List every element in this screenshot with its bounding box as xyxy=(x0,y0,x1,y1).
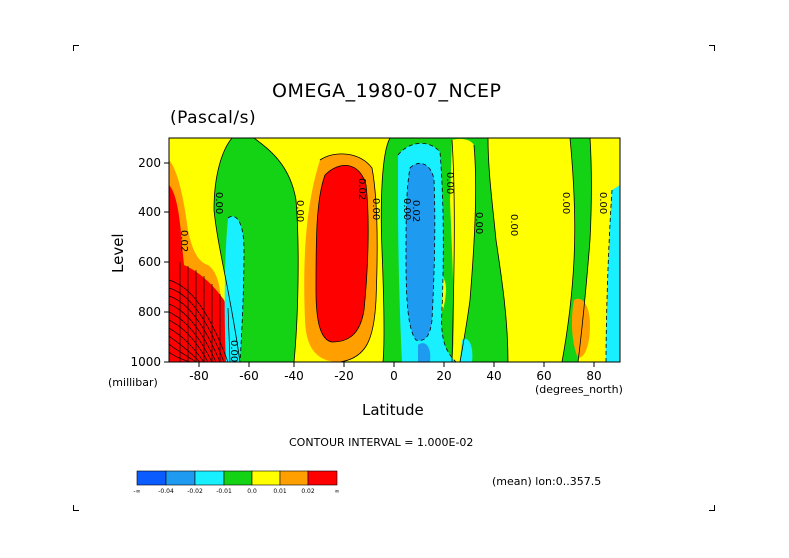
corner-mark-top-left xyxy=(73,45,79,51)
x-units-label: (degrees_north) xyxy=(535,383,623,396)
y-tick-label: 1000 xyxy=(130,355,161,369)
corner-mark-bottom-left xyxy=(73,505,79,511)
colorbar-label: -0.04 xyxy=(158,488,174,495)
mean-lon-label: (mean) lon:0..357.5 xyxy=(492,475,602,488)
contour-label: 0.02 xyxy=(410,200,421,222)
x-axis-label: Latitude xyxy=(362,401,424,419)
contour-label: 0.00 xyxy=(597,192,608,214)
contour-label: 0.02 xyxy=(178,230,189,252)
colorbar-swatch xyxy=(194,470,225,486)
colorbar-label: ∞ xyxy=(335,488,340,495)
region-cyan-polar xyxy=(606,185,620,362)
x-tick-label: 20 xyxy=(436,369,451,383)
region-red-south xyxy=(169,185,236,362)
contour-label: 0.00 xyxy=(370,198,381,220)
x-tick-label: -20 xyxy=(334,369,354,383)
x-tick-label: 80 xyxy=(586,369,601,383)
x-tick-label: 60 xyxy=(536,369,551,383)
contour-label: 0.00 xyxy=(560,192,571,214)
contour-label: 0.00 xyxy=(444,172,455,194)
colorbar-label: 0.01 xyxy=(273,488,287,495)
colorbar-label: -0.02 xyxy=(187,488,203,495)
y-tick-label: 600 xyxy=(138,255,161,269)
region-yellow-mid-north xyxy=(450,138,476,362)
colorbar-swatch xyxy=(279,470,309,486)
region-lightblue-equator xyxy=(406,163,435,341)
contour-label: 0.00 xyxy=(473,212,484,234)
x-tick-label: 0 xyxy=(390,369,398,383)
contour-label: 0.00 xyxy=(228,340,239,362)
region-lightblue-small xyxy=(418,343,431,362)
chart-title: OMEGA_1980-07_NCEP xyxy=(272,80,502,102)
region-red-subtropic xyxy=(316,165,369,342)
contour-label: 0.02 xyxy=(356,178,367,200)
corner-mark-bottom-right xyxy=(709,505,715,511)
dense-polar-contours xyxy=(169,262,231,362)
y-tick-label: 200 xyxy=(138,156,161,170)
colorbar-label: 0.0 xyxy=(247,488,257,495)
colorbar-swatch xyxy=(136,470,167,486)
region-yellow-north xyxy=(488,138,575,362)
x-tick-labels: -80 -60 -40 -20 0 20 40 60 80 xyxy=(189,369,601,383)
colorbar-label: -∞ xyxy=(133,488,140,495)
contour-label: 0.00 xyxy=(213,192,224,214)
contour-label: 0.00 xyxy=(294,200,305,222)
x-tick-marks xyxy=(198,362,595,367)
contour-label-group: 0.02 0.00 0.00 0.02 0.00 0.00 0.02 0.00 … xyxy=(178,172,608,362)
chart-units: (Pascal/s) xyxy=(170,108,257,128)
x-tick-label: -60 xyxy=(239,369,259,383)
corner-mark-top-right xyxy=(709,45,715,51)
colorbar-label: 0.02 xyxy=(301,488,315,495)
colorbar-swatch xyxy=(251,470,281,486)
contour-lines-negative xyxy=(227,142,613,362)
colorbar-swatch xyxy=(165,470,196,486)
colorbar-swatch xyxy=(223,470,253,486)
colorbar xyxy=(136,470,338,486)
y-tick-label: 800 xyxy=(138,305,161,319)
contour-interval: CONTOUR INTERVAL = 1.000E-02 xyxy=(289,436,474,449)
x-tick-label: -80 xyxy=(189,369,209,383)
y-tick-marks xyxy=(164,162,169,363)
x-tick-label: -40 xyxy=(284,369,304,383)
colorbar-labels: -∞ -0.04 -0.02 -0.01 0.0 0.01 0.02 ∞ xyxy=(133,488,339,495)
colorbar-label: -0.01 xyxy=(216,488,232,495)
region-orange-north xyxy=(571,298,590,358)
region-cyan-south xyxy=(224,216,244,362)
contour-label: 0.00 xyxy=(401,198,412,220)
x-tick-label: 40 xyxy=(486,369,501,383)
contour-lines xyxy=(213,138,592,362)
y-units-label: (millibar) xyxy=(108,376,158,389)
y-axis-label: Level xyxy=(109,233,127,273)
contour-label: 0.00 xyxy=(508,214,519,236)
colorbar-swatch xyxy=(307,470,338,486)
y-tick-labels: 200 400 600 800 1000 xyxy=(130,156,161,369)
y-tick-label: 400 xyxy=(138,205,161,219)
